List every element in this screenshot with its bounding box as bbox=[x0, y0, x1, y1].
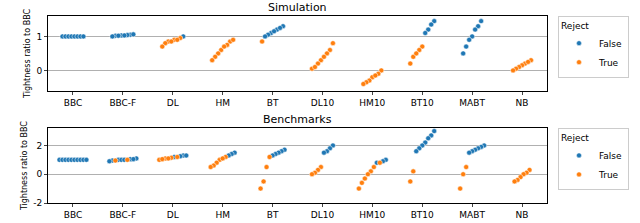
svg-text:DL: DL bbox=[167, 210, 179, 220]
svg-text:Tightness ratio to BBC: Tightness ratio to BBC bbox=[20, 121, 29, 211]
svg-text:Tightness ratio to BBC: Tightness ratio to BBC bbox=[23, 8, 32, 98]
svg-text:Simulation: Simulation bbox=[268, 1, 327, 14]
svg-text:Benchmarks: Benchmarks bbox=[263, 113, 332, 126]
svg-text:HM: HM bbox=[215, 210, 230, 220]
svg-text:HM: HM bbox=[215, 98, 230, 108]
svg-text:BT10: BT10 bbox=[411, 210, 434, 220]
svg-text:0: 0 bbox=[36, 169, 42, 179]
svg-text:MABT: MABT bbox=[459, 210, 485, 220]
svg-text:2: 2 bbox=[36, 141, 42, 151]
svg-text:False: False bbox=[599, 151, 622, 161]
svg-text:DL: DL bbox=[167, 98, 179, 108]
svg-text:HM10: HM10 bbox=[359, 210, 385, 220]
svg-text:MABT: MABT bbox=[459, 98, 485, 108]
svg-text:BT: BT bbox=[267, 98, 279, 108]
svg-text:BBC-F: BBC-F bbox=[109, 98, 136, 108]
svg-text:True: True bbox=[598, 170, 619, 180]
svg-text:HM10: HM10 bbox=[359, 98, 385, 108]
svg-text:BT: BT bbox=[267, 210, 279, 220]
svg-text:True: True bbox=[598, 58, 619, 68]
svg-text:Reject: Reject bbox=[561, 133, 589, 143]
svg-text:1: 1 bbox=[36, 32, 42, 42]
svg-text:Reject: Reject bbox=[561, 21, 589, 31]
svg-text:BBC: BBC bbox=[64, 98, 82, 108]
svg-text:False: False bbox=[599, 39, 622, 49]
svg-text:DL10: DL10 bbox=[311, 98, 335, 108]
svg-text:-2: -2 bbox=[33, 198, 42, 208]
svg-text:BT10: BT10 bbox=[411, 98, 434, 108]
svg-text:BBC-F: BBC-F bbox=[109, 210, 136, 220]
svg-text:DL10: DL10 bbox=[311, 210, 335, 220]
svg-text:0: 0 bbox=[36, 66, 42, 76]
svg-text:NB: NB bbox=[516, 98, 529, 108]
svg-text:BBC: BBC bbox=[64, 210, 82, 220]
svg-text:NB: NB bbox=[516, 210, 529, 220]
